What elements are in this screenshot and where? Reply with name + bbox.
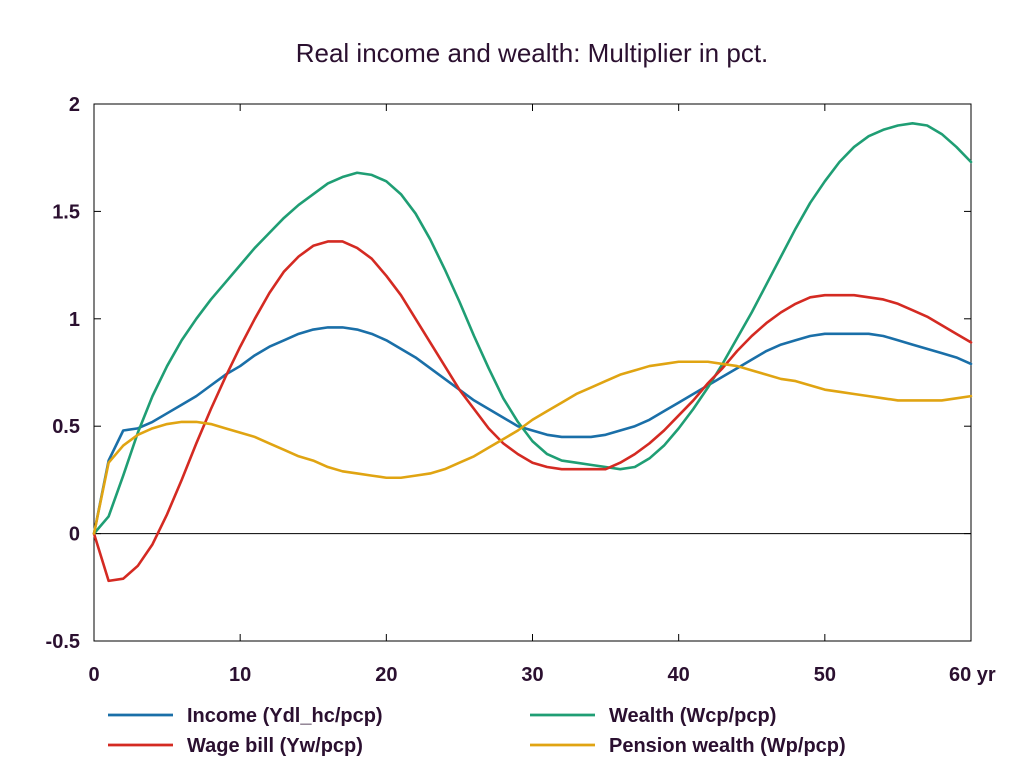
x-tick-label: 10 xyxy=(229,664,251,686)
x-tick-label: 30 xyxy=(521,664,543,686)
y-tick-label: 2 xyxy=(69,94,80,116)
legend: Income (Ydl_hc/pcp) Wage bill (Yw/pcp) Wea… xyxy=(108,705,846,757)
x-tick-label: 20 xyxy=(375,664,397,686)
y-tick-label: 1.5 xyxy=(52,201,80,223)
x-tick-label: 50 xyxy=(814,664,836,686)
y-tick-label: 1 xyxy=(69,309,80,331)
series-lines xyxy=(92,122,973,583)
series-line-1 xyxy=(92,122,973,535)
legend-label-0: Income (Ydl_hc/pcp) xyxy=(187,705,383,727)
x-tick-label: 0 xyxy=(88,664,99,686)
series-line-0 xyxy=(92,326,973,535)
legend-label-3: Pension wealth (Wp/pcp) xyxy=(609,735,846,757)
y-tick-label: 0 xyxy=(69,524,80,546)
legend-label-2: Wage bill (Yw/pcp) xyxy=(187,735,363,757)
plot-area: -0.500.511.520 10 20 30 40 50 60 yr xyxy=(46,94,996,686)
y-tick-label: -0.5 xyxy=(46,631,80,653)
legend-label-1: Wealth (Wcp/pcp) xyxy=(609,705,776,727)
series-line-3 xyxy=(92,360,973,535)
series-line-2 xyxy=(92,240,973,583)
chart-title: Real income and wealth: Multiplier in pc… xyxy=(296,38,769,68)
y-tick-label: 0.5 xyxy=(52,416,80,438)
x-tick-label: 60 yr xyxy=(949,664,996,686)
x-tick-label: 40 xyxy=(668,664,690,686)
plot-frame xyxy=(93,103,972,642)
